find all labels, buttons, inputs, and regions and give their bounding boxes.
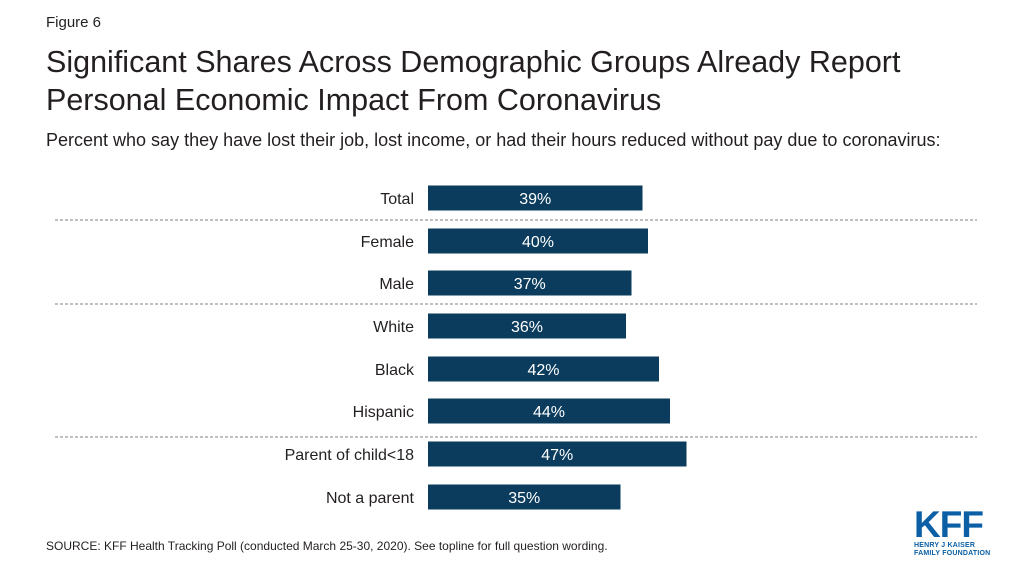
logo-wordmark: KFF [914,504,984,545]
category-label: Total [380,191,414,208]
category-label: Hispanic [353,404,414,421]
value-label: 39% [519,191,551,208]
chart-title: Significant Shares Across Demographic Gr… [46,45,901,117]
figure-label: Figure 6 [46,14,102,31]
value-label: 44% [533,404,565,421]
bar [428,270,632,296]
value-label: 35% [508,490,540,507]
bar [428,398,670,424]
value-label: 40% [522,234,554,251]
bar [428,441,687,467]
value-label: 36% [511,319,543,336]
bar [428,313,626,339]
category-label: Black [375,362,415,379]
bar [428,484,621,510]
value-label: 47% [541,447,573,464]
kff-logo: KFF HENRY J KAISER FAMILY FOUNDATION [914,504,994,558]
value-label: 42% [527,362,559,379]
bar [428,185,643,211]
category-label: Not a parent [326,490,415,507]
source-note: SOURCE: KFF Health Tracking Poll (conduc… [46,539,608,553]
category-label: Female [361,234,414,251]
bar [428,356,659,382]
logo-line-2: FAMILY FOUNDATION [914,550,991,557]
logo-line-1: HENRY J KAISER [914,542,976,549]
bar [428,228,648,254]
category-label: Parent of child<18 [285,447,415,464]
category-label: Male [379,276,414,293]
category-label: White [373,319,414,336]
chart-subtitle: Percent who say they have lost their job… [46,130,941,150]
value-label: 37% [514,276,546,293]
